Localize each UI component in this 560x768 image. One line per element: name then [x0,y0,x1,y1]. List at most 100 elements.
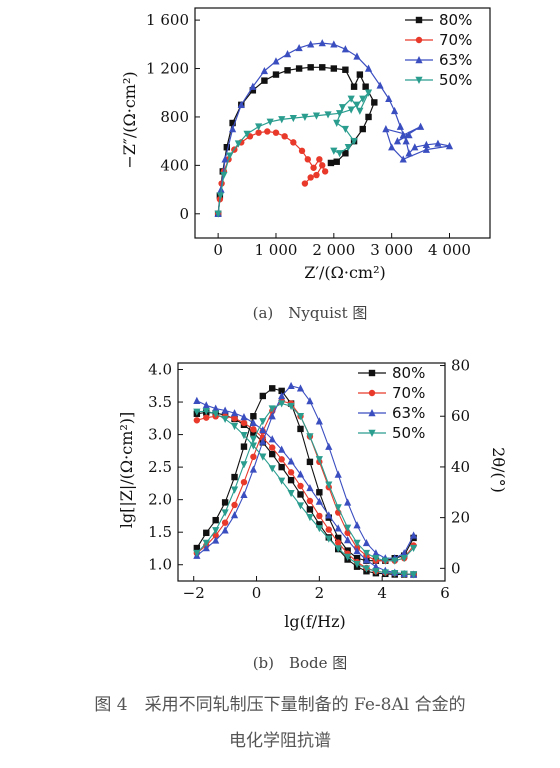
bode-phase-point-series-80 [278,387,285,395]
nyquist-line-series-63 [217,42,450,214]
nyquist-point-series-70 [319,162,326,169]
bode-phase-point-series-80 [297,425,304,433]
bode-modulus-point-series-50 [306,514,314,522]
bode-x-tick-label: 4 [377,584,387,602]
nyquist-point-series-80 [365,113,372,121]
bode-modulus-point-series-63 [344,536,352,544]
bode-phase-line-series-80 [196,387,415,562]
figure-caption-line2: 电化学阻抗谱 [229,731,331,751]
bode-modulus-point-series-63 [315,497,323,505]
nyquist-point-series-63 [399,131,407,139]
bode-modulus-point-series-80 [306,506,314,513]
bode-phase-point-series-50 [202,539,210,547]
bode-modulus-point-series-63 [296,470,305,478]
bode-y-axis-label: lg[|Z|/(Ω·cm²)] [117,412,136,529]
bode-modulus-point-series-50 [296,502,305,510]
bode-phase-point-series-50 [362,549,371,558]
nyquist-point-series-80 [284,67,291,74]
nyquist-legend-label: 70% [439,31,472,49]
bode-phase-point-series-70 [240,478,248,486]
bode-legend-label: 63% [392,404,425,422]
nyquist-point-series-63 [237,100,245,109]
bode-modulus-point-series-50 [381,569,389,577]
bode-phase-point-series-50 [409,544,418,553]
bode-x-tick-label: 6 [440,584,450,602]
bode-modulus-point-series-63 [268,435,276,443]
bode-modulus-point-series-50 [221,415,229,423]
bode-panel: −2 0 2 4 6 1.0 1.5 2.0 2.5 3.0 3.5 4.0 0 20 40 60 80 80%… [117,357,508,672]
nyquist-point-series-50 [353,101,361,109]
bode-phase-point-series-50 [296,413,305,421]
nyquist-point-series-63 [228,125,237,133]
nyquist-legend-label: 63% [439,51,472,69]
nyquist-y-tick-label: 800 [160,108,189,126]
nyquist-x-tick-label: 3 000 [370,241,413,259]
nyquist-point-series-63 [405,131,413,139]
bode-phase-point-series-63 [344,498,352,506]
bode-y-tick-label: 3.0 [148,426,172,444]
bode-phase-point-series-80 [193,544,201,552]
bode-phase-point-series-50 [344,524,352,532]
bode-phase-point-series-63 [400,549,408,557]
nyquist-point-series-50 [324,111,332,119]
bode-phase-point-series-50 [400,554,408,563]
bode-modulus-point-series-50 [278,477,286,485]
nyquist-point-series-63 [353,52,361,60]
nyquist-point-series-63 [422,140,430,148]
bode-modulus-point-series-50 [249,442,257,450]
bode-phase-point-series-50 [230,486,239,494]
nyquist-point-series-50 [255,123,263,131]
nyquist-point-series-50 [359,95,367,103]
nyquist-point-series-70 [272,129,280,136]
nyquist-point-series-70 [255,129,262,136]
bode-phase-point-series-63 [212,536,220,544]
bode-phase-point-series-50 [193,549,201,558]
bode-phase-point-series-63 [278,391,286,400]
nyquist-point-series-63 [399,155,407,163]
bode-y2-tick-label: 60 [451,407,470,425]
bode-legend-marker [368,389,376,397]
bode-modulus-point-series-63 [362,556,371,564]
bode-modulus-point-series-70 [203,414,210,421]
bode-modulus-point-series-50 [325,535,333,543]
bode-phase-point-series-80 [306,458,314,466]
bode-phase-point-series-50 [278,400,286,408]
bode-legend-label: 80% [392,364,425,382]
nyquist-point-series-80 [356,71,364,78]
bode-phase-point-series-50 [221,509,229,517]
subcaption-b: (b) Bode 图 [253,654,348,672]
nyquist-point-series-50 [333,119,341,127]
bode-y-tick-label: 3.5 [148,393,172,411]
nyquist-legend-marker [415,56,423,64]
bode-phase-point-series-63 [315,417,323,425]
nyquist-point-series-63 [402,137,410,145]
bode-modulus-point-series-80 [250,429,257,436]
nyquist-point-series-50 [364,89,373,97]
nyquist-point-series-63 [283,50,292,58]
nyquist-point-series-70 [301,180,309,187]
bode-modulus-point-series-63 [325,511,333,519]
bode-phase-point-series-80 [269,385,276,392]
bode-y2-tick-label: 80 [451,357,470,375]
figure-caption-line1: 图 4 采用不同轧制压下量制备的 Fe-8Al 合金的 [94,695,465,715]
nyquist-point-series-63 [390,106,399,115]
nyquist-point-series-63 [364,64,373,72]
bode-phase-point-series-63 [230,511,239,519]
bode-phase-point-series-63 [296,384,305,392]
nyquist-point-series-63 [341,45,349,53]
bode-modulus-point-series-50 [240,432,248,440]
bode-phase-point-series-63 [221,526,229,534]
bode-modulus-point-series-70 [335,539,342,546]
bode-x-axis-label: lg(f/Hz) [284,612,346,631]
bode-phase-point-series-50 [381,557,389,565]
bode-phase-point-series-50 [315,456,323,464]
nyquist-point-series-80 [223,144,231,151]
bode-modulus-point-series-70 [231,415,238,422]
bode-phase-point-series-50 [372,554,380,563]
bode-y-tick-label: 1.0 [148,556,172,574]
nyquist-point-series-63 [445,142,454,150]
nyquist-point-series-63 [382,125,390,133]
bode-modulus-point-series-50 [287,489,295,498]
bode-modulus-point-series-63 [249,418,257,427]
